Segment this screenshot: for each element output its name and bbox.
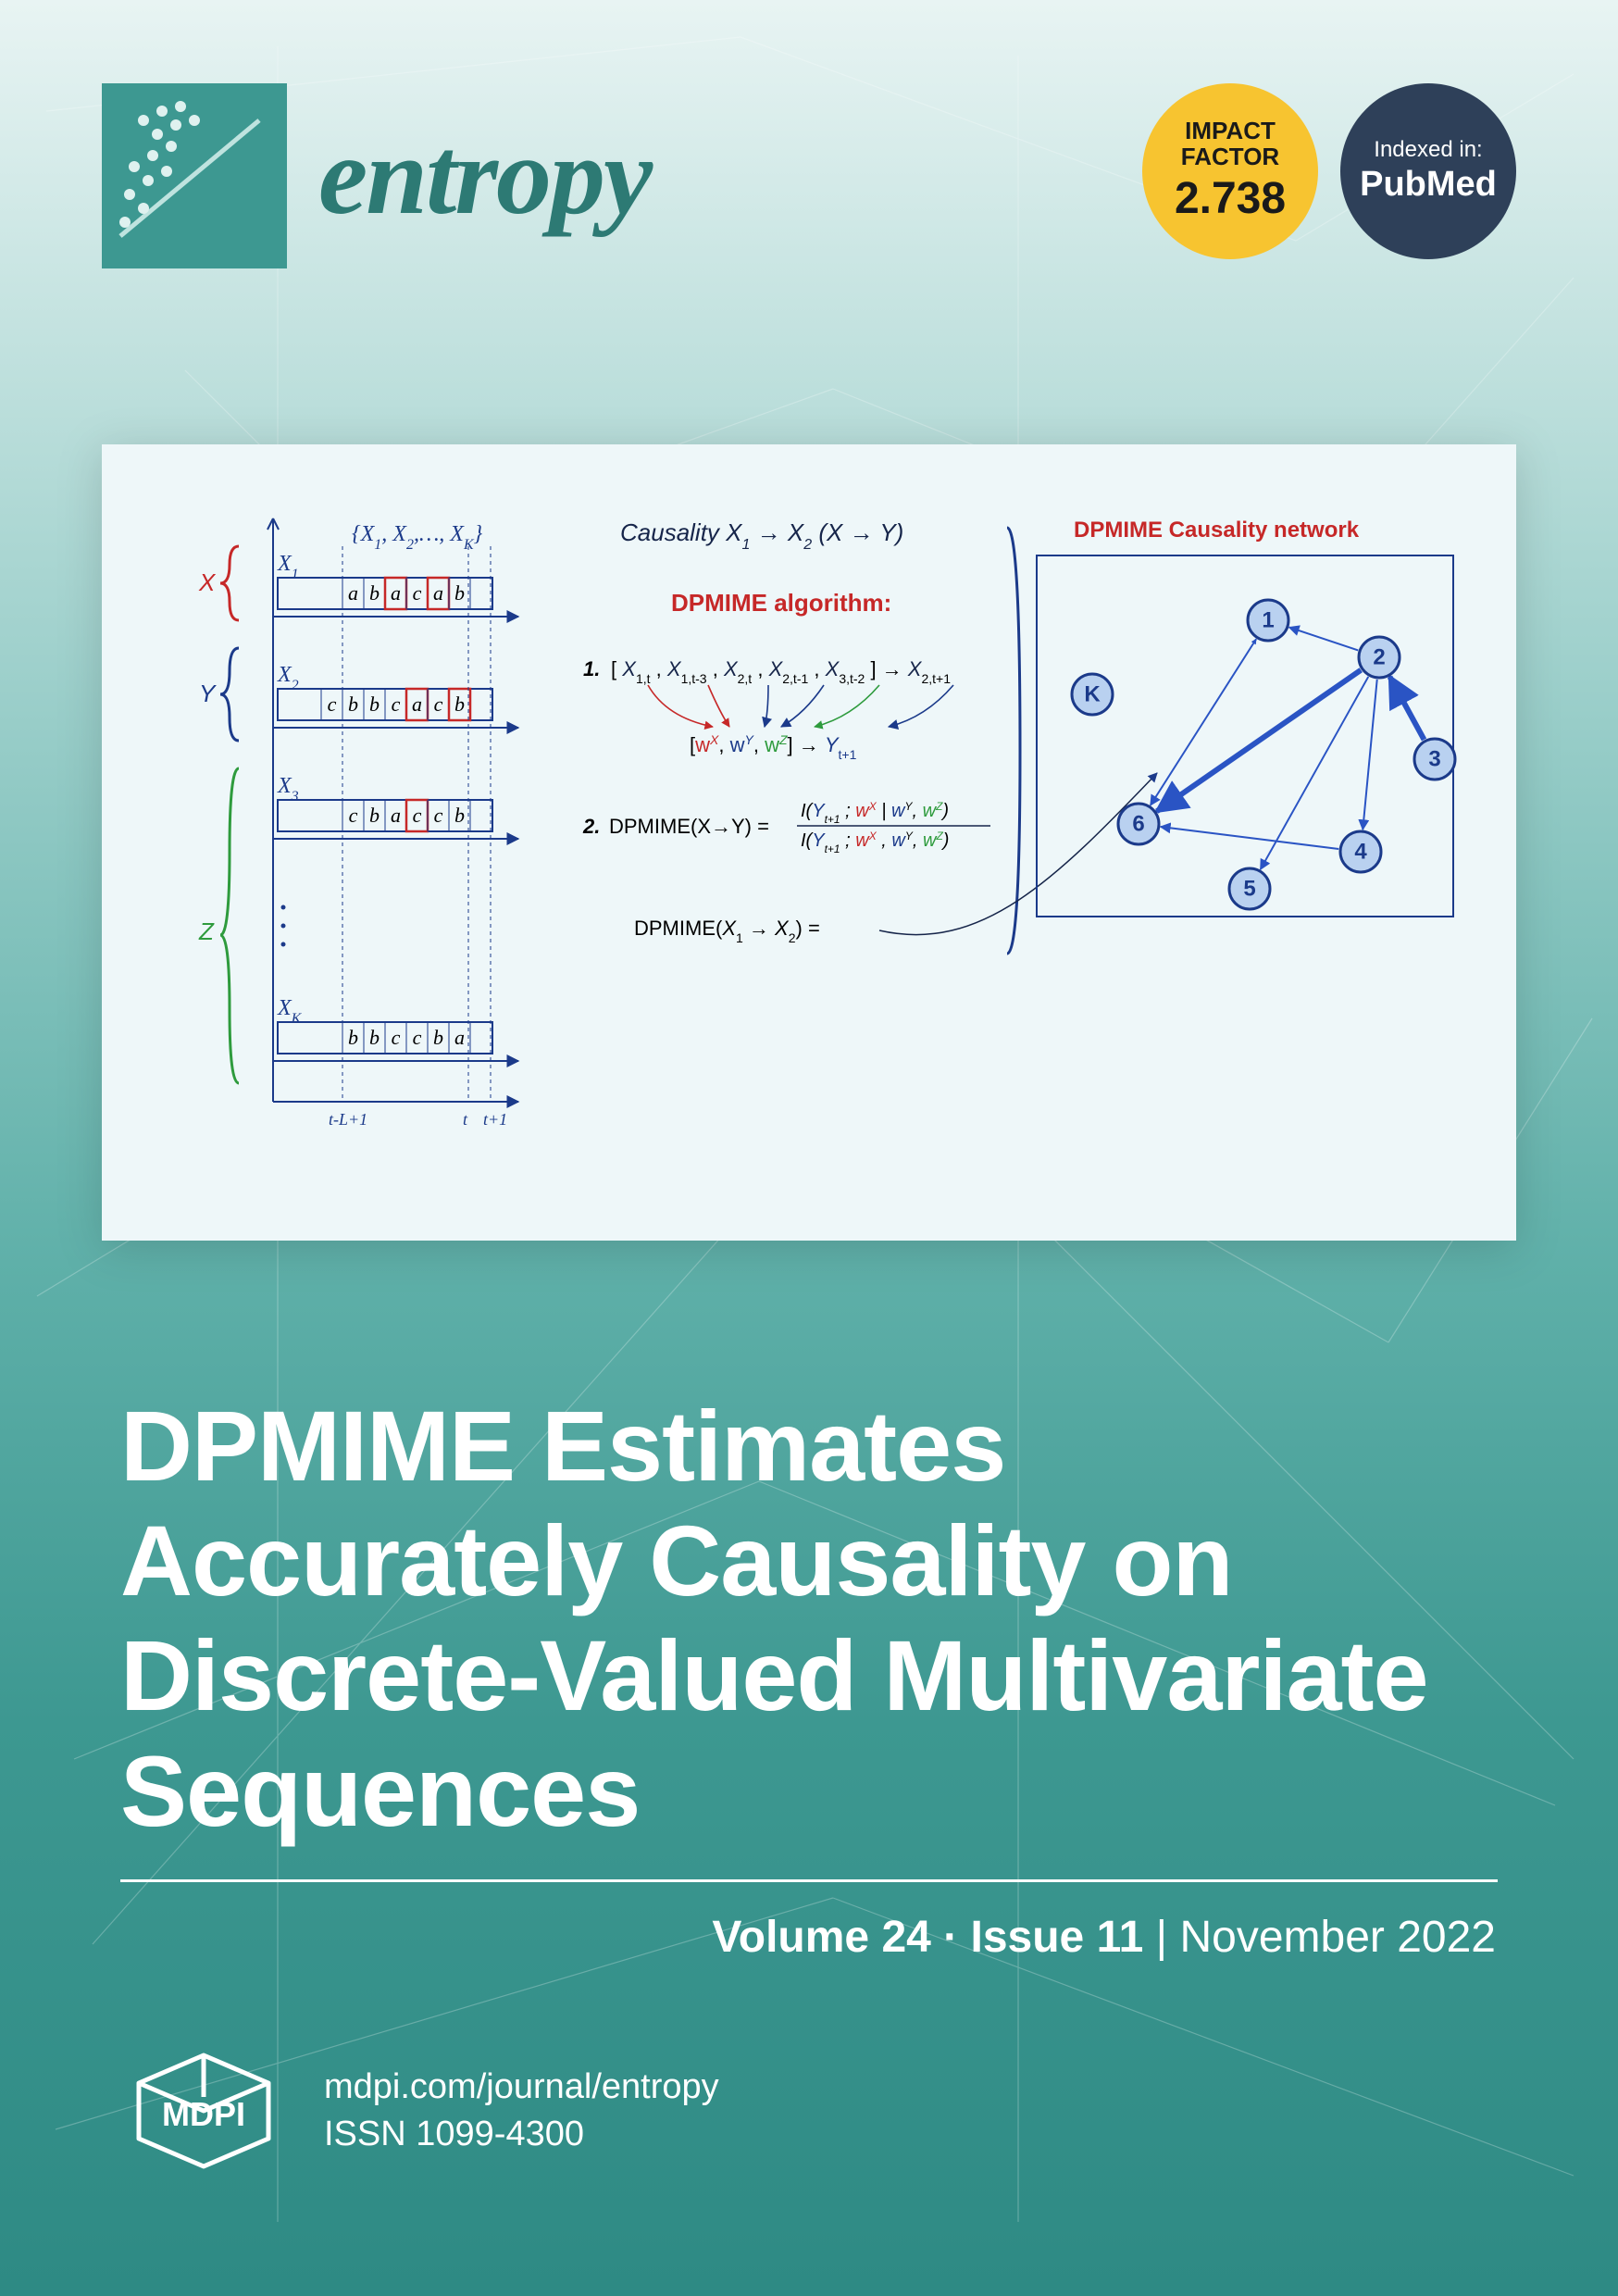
indexed-label: Indexed in: bbox=[1374, 138, 1482, 162]
svg-text:a: a bbox=[391, 581, 401, 605]
svg-text:a: a bbox=[391, 804, 401, 827]
svg-text:t+1: t+1 bbox=[483, 1110, 507, 1129]
impact-label: IMPACT FACTOR bbox=[1181, 119, 1279, 169]
algo-heading: DPMIME algorithm: bbox=[671, 589, 891, 617]
svg-text:t: t bbox=[463, 1110, 468, 1129]
svg-text:I(Yt+1 ; wX | wY, wZ): I(Yt+1 ; wX | wY, wZ) bbox=[801, 800, 949, 826]
sep1: · bbox=[931, 1913, 971, 1962]
svg-text:b: b bbox=[369, 581, 380, 605]
article-title: DPMIME Estimates Accurately Causality on… bbox=[120, 1389, 1498, 1849]
svg-text:5: 5 bbox=[1243, 877, 1255, 902]
svg-text:t-L+1: t-L+1 bbox=[329, 1110, 367, 1129]
set-label: {X1, X2,…, XK} bbox=[352, 522, 483, 553]
svg-text:6: 6 bbox=[1132, 812, 1144, 837]
svg-text:DPMIME(X1 → X2) =: DPMIME(X1 → X2) = bbox=[634, 917, 820, 945]
journal-name: entropy bbox=[318, 112, 651, 240]
svg-text:b: b bbox=[454, 581, 465, 605]
figure-panel: X Y Z {X1, X2,…, XK} X1abacabX2cbbcacbX3… bbox=[102, 444, 1516, 1241]
sep2: | bbox=[1143, 1913, 1179, 1962]
impact-factor-badge: IMPACT FACTOR 2.738 bbox=[1142, 83, 1318, 259]
svg-text:a: a bbox=[348, 581, 358, 605]
svg-text:Y: Y bbox=[199, 680, 217, 707]
svg-text:c: c bbox=[392, 1026, 401, 1049]
svg-text:c: c bbox=[392, 693, 401, 716]
journal-logo bbox=[102, 83, 287, 268]
svg-text:2: 2 bbox=[1373, 645, 1385, 670]
svg-text:X: X bbox=[198, 568, 217, 596]
issue-date: November 2022 bbox=[1179, 1913, 1496, 1962]
svg-text:[ X1,t , X: [ X1,t , X1,t-3 , X2,t , X2,t-1 , X3,t-2… bbox=[611, 657, 951, 686]
issue-line: Volume 24 · Issue 11 | November 2022 bbox=[712, 1912, 1496, 1963]
svg-text:2.: 2. bbox=[582, 815, 600, 838]
svg-text:c: c bbox=[413, 581, 422, 605]
svg-text:c: c bbox=[413, 804, 422, 827]
svg-text:a: a bbox=[454, 1026, 465, 1049]
mdpi-logo: MDPI bbox=[120, 2046, 287, 2176]
badges: IMPACT FACTOR 2.738 Indexed in: PubMed bbox=[1142, 83, 1516, 259]
impact-value: 2.738 bbox=[1175, 173, 1286, 224]
svg-text:K: K bbox=[1084, 682, 1101, 707]
svg-text:Causality X1 → X2 (X → Y): Causality X1 → X2 (X → Y) bbox=[620, 518, 903, 553]
svg-text:DPMIME(X→Y) =: DPMIME(X→Y) = bbox=[609, 815, 769, 838]
issue-num: Issue 11 bbox=[971, 1913, 1144, 1962]
svg-text:MDPI: MDPI bbox=[162, 2095, 245, 2133]
svg-text:1: 1 bbox=[1262, 608, 1274, 633]
svg-text:c: c bbox=[434, 804, 443, 827]
footer: MDPI mdpi.com/journal/entropy ISSN 1099-… bbox=[120, 2046, 719, 2176]
brand: entropy bbox=[102, 83, 651, 268]
header: entropy IMPACT FACTOR 2.738 Indexed in: … bbox=[102, 83, 1516, 268]
svg-text:b: b bbox=[454, 693, 465, 716]
svg-text:a: a bbox=[433, 581, 443, 605]
indexed-value: PubMed bbox=[1360, 165, 1497, 205]
title-rule bbox=[120, 1879, 1498, 1882]
svg-text:b: b bbox=[433, 1026, 443, 1049]
indexed-badge: Indexed in: PubMed bbox=[1340, 83, 1516, 259]
svg-text:4: 4 bbox=[1354, 840, 1367, 865]
svg-text:Z: Z bbox=[198, 917, 215, 945]
svg-text:3: 3 bbox=[1428, 747, 1440, 772]
svg-text:b: b bbox=[454, 804, 465, 827]
svg-text:c: c bbox=[413, 1026, 422, 1049]
svg-text:[wX, wY,: [wX, wY, wZ] → Yt+1 bbox=[690, 732, 857, 762]
svg-text:b: b bbox=[348, 1026, 358, 1049]
svg-text:b: b bbox=[369, 804, 380, 827]
volume: Volume 24 bbox=[712, 1913, 931, 1962]
footer-url: mdpi.com/journal/entropy bbox=[324, 2064, 719, 2111]
network-heading: DPMIME Causality network bbox=[1074, 518, 1360, 543]
svg-text:c: c bbox=[434, 693, 443, 716]
footer-issn: ISSN 1099-4300 bbox=[324, 2111, 719, 2158]
svg-text:c: c bbox=[349, 804, 358, 827]
svg-text:a: a bbox=[412, 693, 422, 716]
svg-text:b: b bbox=[369, 693, 380, 716]
svg-text:b: b bbox=[348, 693, 358, 716]
svg-text:I(Yt+1 ; wX , wY, wZ): I(Yt+1 ; wX , wY, wZ) bbox=[801, 830, 949, 855]
svg-text:b: b bbox=[369, 1026, 380, 1049]
svg-text:c: c bbox=[328, 693, 337, 716]
svg-text:1.: 1. bbox=[583, 657, 600, 680]
